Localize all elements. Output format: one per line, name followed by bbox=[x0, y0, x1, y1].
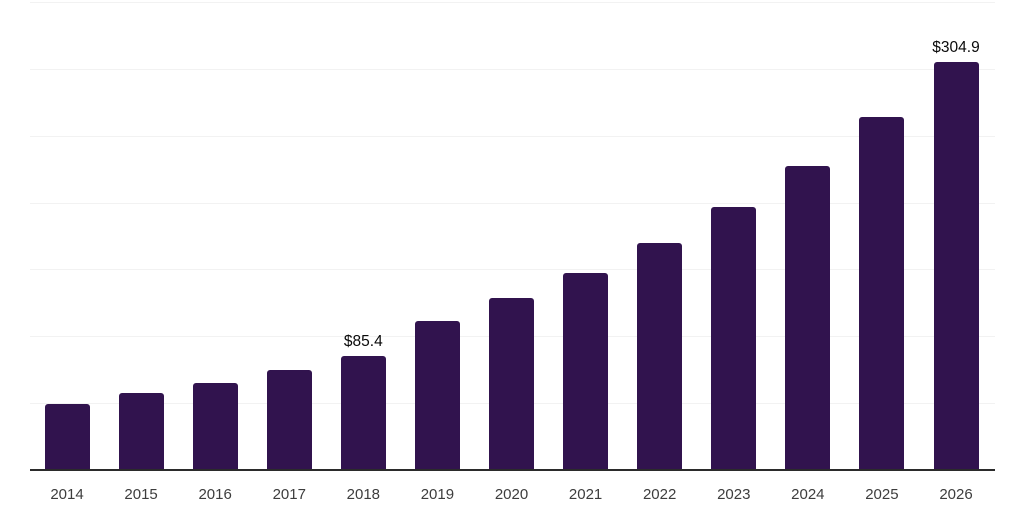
bar-2016 bbox=[192, 382, 238, 470]
bar-2026 bbox=[933, 62, 979, 470]
x-tick-label-2026: 2026 bbox=[939, 486, 973, 503]
x-tick-label-2019: 2019 bbox=[420, 486, 455, 503]
x-tick-label-2015: 2015 bbox=[124, 486, 158, 503]
x-tick-label-2022: 2022 bbox=[642, 486, 677, 503]
bar-2018 bbox=[340, 355, 386, 470]
bar-2020 bbox=[489, 298, 534, 470]
x-tick-label-2021: 2021 bbox=[568, 486, 603, 503]
gridline bbox=[30, 269, 995, 271]
bar-2021 bbox=[563, 273, 609, 470]
data-label-2018: $85.4 bbox=[343, 332, 383, 350]
bar-2022 bbox=[637, 242, 683, 470]
gridline bbox=[30, 135, 995, 137]
bar-2014 bbox=[44, 403, 90, 470]
bar-2023 bbox=[711, 206, 757, 470]
x-tick-label-2025: 2025 bbox=[865, 486, 899, 503]
bar-2025 bbox=[859, 117, 905, 470]
bar-2015 bbox=[118, 392, 164, 470]
gridline bbox=[30, 2, 995, 3]
x-tick-label-2024: 2024 bbox=[791, 486, 825, 503]
x-tick-label-2016: 2016 bbox=[198, 486, 232, 503]
data-label-2026: $304.9 bbox=[932, 39, 980, 57]
gridline bbox=[30, 202, 995, 204]
x-axis-line bbox=[30, 469, 995, 471]
x-tick-label-2018: 2018 bbox=[346, 486, 381, 503]
gridline bbox=[30, 68, 995, 70]
bar-2019 bbox=[414, 321, 460, 470]
bar-2024 bbox=[785, 165, 831, 470]
x-tick-label-2014: 2014 bbox=[50, 486, 84, 503]
bar-2017 bbox=[266, 369, 312, 470]
x-tick-label-2020: 2020 bbox=[494, 486, 529, 503]
x-tick-label-2023: 2023 bbox=[717, 486, 751, 503]
x-tick-label-2017: 2017 bbox=[272, 486, 306, 503]
